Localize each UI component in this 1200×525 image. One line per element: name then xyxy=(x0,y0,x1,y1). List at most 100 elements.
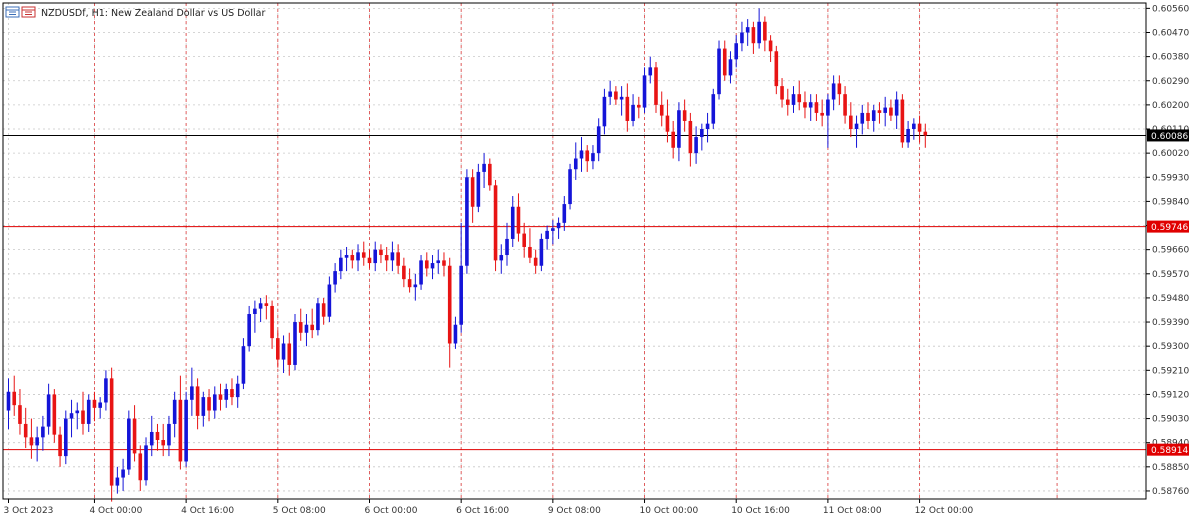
candle-body xyxy=(235,383,240,398)
chart-title-area: NZDUSDf, H1: New Zealand Dollar vs US Do… xyxy=(5,6,265,19)
candle-body xyxy=(281,343,286,360)
price-tick-label: 0.59480 xyxy=(1152,294,1189,304)
candle-body xyxy=(768,40,773,52)
candle-body xyxy=(774,51,779,87)
bear-candle xyxy=(195,378,200,430)
bull-candle xyxy=(894,91,899,130)
candle-body xyxy=(843,94,847,116)
bear-candle xyxy=(923,123,928,148)
bull-candle xyxy=(579,137,584,172)
bull-candle xyxy=(556,217,561,239)
candle-body xyxy=(121,469,125,478)
candle-body xyxy=(413,284,418,288)
bull-candle xyxy=(883,96,887,127)
bull-candle xyxy=(539,233,544,272)
candle-body xyxy=(510,206,515,239)
candle-body xyxy=(883,107,887,113)
candle-body xyxy=(29,437,34,446)
price-tick-label: 0.59120 xyxy=(1152,390,1189,400)
level-price-label: 0.58914 xyxy=(1147,443,1189,456)
time-tick-label: 4 Oct 16:00 xyxy=(181,506,234,516)
price-tick-label: 0.60200 xyxy=(1152,101,1189,111)
candle-body xyxy=(69,413,74,419)
bear-candle xyxy=(12,375,17,416)
bear-candle xyxy=(442,252,446,277)
bear-candle xyxy=(889,99,893,121)
bull-candle xyxy=(224,383,229,408)
chart-type-icon[interactable] xyxy=(5,6,36,18)
candle-body xyxy=(533,257,538,266)
candle-body xyxy=(361,252,366,258)
price-tick-label: 0.59390 xyxy=(1152,318,1189,328)
bull-candle xyxy=(459,222,463,333)
candles xyxy=(6,8,928,502)
candle-body xyxy=(522,233,526,247)
bull-candle xyxy=(35,426,39,462)
candle-body xyxy=(677,110,681,148)
candle-body xyxy=(671,131,675,148)
bull-candle xyxy=(41,415,45,451)
bear-candle xyxy=(768,35,773,62)
candle-body xyxy=(860,112,865,124)
candle-body xyxy=(665,115,670,132)
bull-candle xyxy=(700,123,704,151)
bull-candle xyxy=(241,338,246,390)
candle-body xyxy=(339,257,343,272)
price-axis[interactable]: 0.605600.604700.603800.602900.602000.601… xyxy=(1146,4,1189,497)
bear-candle xyxy=(625,83,630,132)
candle-body xyxy=(253,308,257,315)
candle-body xyxy=(127,418,131,470)
candle-body xyxy=(52,394,57,435)
candle-body xyxy=(264,303,269,306)
bear-candle xyxy=(161,423,166,457)
time-axis[interactable]: 3 Oct 2023 4 Oct 00:00 4 Oct 16:00 5 Oct 08… xyxy=(4,499,974,516)
candle-body xyxy=(190,386,194,400)
candle-body xyxy=(258,303,263,309)
candle-body xyxy=(849,115,853,130)
bull-candle xyxy=(717,40,721,100)
bull-candle xyxy=(711,88,716,130)
candle-body xyxy=(562,204,567,223)
bull-candle xyxy=(115,466,120,494)
bear-candle xyxy=(18,389,22,435)
bear-candle xyxy=(516,193,521,242)
candle-body xyxy=(591,153,595,162)
price-tick-label: 0.59840 xyxy=(1152,197,1189,207)
bull-candle xyxy=(413,273,418,301)
candle-body xyxy=(316,303,320,331)
candle-body xyxy=(614,91,618,100)
bull-candle xyxy=(510,196,515,247)
candle-body xyxy=(424,260,429,269)
bear-candle xyxy=(665,99,670,143)
candle-body xyxy=(298,322,303,333)
bull-candle xyxy=(602,88,607,135)
candle-body xyxy=(871,110,876,121)
candle-body xyxy=(608,91,612,97)
candle-body xyxy=(573,158,578,170)
bull-candle xyxy=(121,458,125,491)
bull-candle xyxy=(912,118,916,140)
time-tick-label: 6 Oct 16:00 xyxy=(456,506,509,516)
bull-candle xyxy=(728,51,733,84)
bear-candle xyxy=(470,169,475,223)
price-label-box xyxy=(1147,220,1189,233)
bull-candle xyxy=(390,241,395,272)
bull-candle xyxy=(104,370,108,411)
bear-candle xyxy=(424,252,429,277)
candle-body xyxy=(86,399,91,424)
candle-body xyxy=(705,123,710,130)
candle-body xyxy=(900,99,905,143)
bull-candle xyxy=(304,314,309,347)
candle-body xyxy=(642,75,647,108)
bull-candle xyxy=(705,112,710,143)
candle-body xyxy=(528,246,532,258)
bull-candle xyxy=(293,314,297,371)
candle-body xyxy=(310,324,314,331)
price-tick-label: 0.59660 xyxy=(1152,246,1189,256)
candle-body xyxy=(499,255,504,261)
candle-body xyxy=(379,249,383,256)
candle-body xyxy=(866,112,870,121)
bull-candle xyxy=(860,104,865,135)
